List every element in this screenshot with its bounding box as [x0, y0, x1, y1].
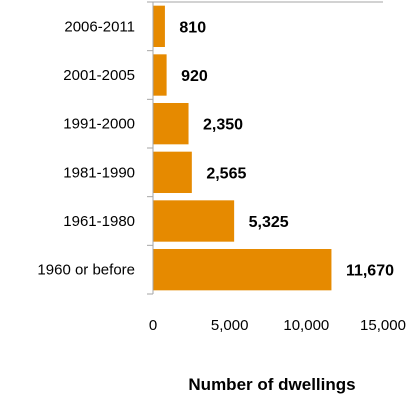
- data-label-3: 2,565: [206, 165, 246, 182]
- data-label-2: 2,350: [203, 117, 243, 134]
- data-label-1: 920: [181, 68, 208, 85]
- bars: [152, 4, 333, 292]
- x-tick-label-3: 15,000: [360, 317, 406, 334]
- category-label-2: 1991-2000: [63, 116, 135, 133]
- category-label-5: 1960 or before: [37, 262, 135, 279]
- category-label-4: 1961-1980: [63, 213, 135, 230]
- x-tick-label-2: 10,000: [283, 317, 329, 334]
- bar-1: [152, 53, 168, 97]
- bar-3: [152, 150, 193, 195]
- axes: [147, 1, 383, 295]
- data-label-0: 810: [179, 19, 206, 36]
- labels: 2006-2011 810 2001-2005 920 1991-2000 2,350 19…: [37, 18, 406, 334]
- bar-2: [152, 101, 190, 146]
- category-label-3: 1981-1990: [63, 164, 135, 181]
- category-label-1: 2001-2005: [63, 67, 135, 84]
- bar-0: [152, 4, 166, 49]
- data-label-4: 5,325: [249, 214, 289, 231]
- bar-5: [152, 247, 333, 292]
- bar-4: [152, 199, 236, 243]
- x-tick-label-1: 5,000: [211, 317, 249, 334]
- x-tick-label-0: 0: [149, 317, 157, 334]
- category-label-0: 2006-2011: [64, 18, 135, 35]
- data-label-5: 11,670: [346, 263, 394, 280]
- x-axis-title: Number of dwellings: [188, 375, 355, 394]
